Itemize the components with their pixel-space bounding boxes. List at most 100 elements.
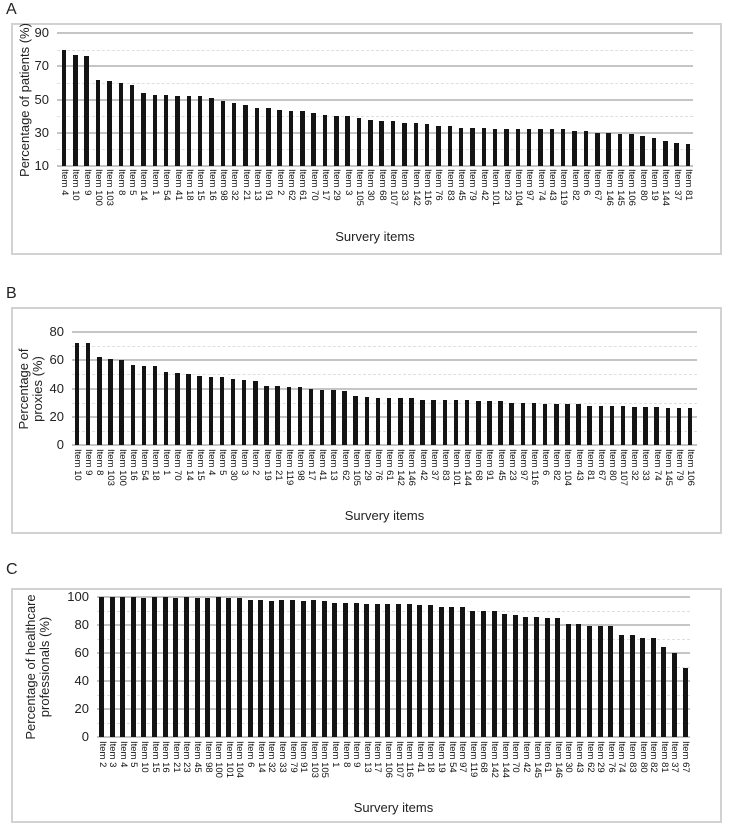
x-tick-label: Item 107	[618, 449, 630, 486]
x-tick-label: Item 32	[229, 169, 241, 201]
x-tick-label: Item 81	[683, 169, 694, 201]
x-tick-label: Item 97	[524, 169, 536, 201]
bar	[674, 142, 679, 166]
x-tick-label: Item 10	[138, 741, 150, 773]
y-tick-label: 60	[49, 352, 64, 368]
x-tick-label: Item 30	[563, 741, 575, 773]
bar	[449, 606, 455, 737]
x-tick-label: Item 32	[266, 741, 278, 773]
gridline-major	[72, 415, 697, 418]
x-tick-label: Item 42	[417, 449, 429, 481]
bar	[538, 129, 543, 166]
bar	[687, 408, 693, 445]
bar	[319, 389, 325, 445]
bar	[288, 111, 294, 166]
bar	[617, 134, 623, 166]
bar	[162, 597, 168, 737]
x-tick-label: Item 76	[605, 741, 617, 773]
bar	[447, 126, 452, 166]
x-tick-label: Item 14	[138, 169, 150, 201]
x-tick-label: Item 16	[127, 449, 139, 481]
bar	[308, 388, 314, 445]
bar	[321, 601, 327, 737]
x-tick-label: Item 54	[161, 169, 173, 201]
y-tick-label: 70	[34, 58, 49, 74]
bar	[379, 121, 384, 166]
gridline-minor	[57, 149, 693, 151]
bar	[197, 96, 203, 166]
bar	[509, 402, 514, 445]
bar	[152, 94, 157, 166]
x-tick-label: Item 74	[616, 741, 628, 773]
panel-label-b: B	[6, 285, 18, 302]
x-tick-label: Item 79	[467, 169, 479, 201]
x-tick-label: Item 42	[478, 169, 490, 201]
x-tick-label: Item 6	[580, 169, 592, 196]
gridline-major	[72, 331, 697, 333]
bar	[236, 598, 242, 737]
bar	[231, 102, 237, 166]
bar	[682, 668, 688, 737]
bar	[107, 81, 112, 166]
x-tick-label: Item 70	[510, 741, 522, 773]
x-tick-label: Item 8	[94, 449, 106, 476]
bar	[459, 606, 465, 737]
x-tick-label: Item 54	[446, 741, 458, 773]
x-tick-label: Item 68	[473, 449, 485, 481]
bar	[141, 92, 146, 166]
bar	[565, 623, 571, 737]
x-tick-label: Item 80	[637, 169, 649, 201]
x-tick-label: Item 37	[671, 169, 683, 201]
x-tick-label: Item 91	[298, 741, 310, 773]
x-tick-label: Item 21	[272, 449, 284, 481]
bar	[109, 597, 115, 737]
x-tick-label: Item 146	[552, 741, 564, 778]
x-tick-label: Item 18	[425, 741, 437, 773]
bar	[555, 618, 561, 737]
bar	[398, 398, 403, 445]
x-tick-label: Item 21	[240, 169, 252, 201]
bar	[364, 397, 369, 445]
y-tick-label: 40	[74, 673, 89, 688]
x-tick-label: Item 142	[489, 741, 500, 778]
bar	[424, 124, 430, 166]
bar	[502, 613, 508, 737]
x-tick-label: Item 105	[354, 169, 365, 206]
x-tick-label: Item 2	[96, 741, 108, 768]
x-tick-label: Item 100	[93, 169, 104, 206]
x-tick-label: Item 42	[520, 741, 532, 773]
bar	[512, 615, 518, 737]
bar	[342, 391, 347, 445]
bar	[663, 141, 668, 166]
bar	[264, 385, 269, 445]
x-tick-label: Item 101	[223, 741, 235, 778]
x-tick-label: Item 104	[234, 741, 246, 778]
x-tick-label: Item 106	[626, 169, 638, 206]
x-tick-label: Item 10	[72, 449, 83, 481]
panel-label-c: C	[6, 561, 19, 578]
x-tick-label: Item 145	[662, 449, 674, 486]
y-tick-label: 0	[81, 729, 89, 744]
x-tick-label: Item 103	[104, 169, 116, 206]
x-tick-label: Item 106	[382, 741, 394, 778]
bar	[353, 395, 358, 445]
x-tick-label: Item 5	[128, 741, 140, 768]
bar	[220, 101, 226, 166]
x-tick-label: Item 67	[595, 449, 607, 481]
y-tick-label: 60	[74, 645, 89, 660]
x-tick-label: Item 4	[205, 449, 217, 476]
bar	[453, 399, 459, 445]
x-tick-label: Item 80	[637, 741, 649, 773]
x-tick-label: Item 107	[393, 741, 405, 778]
bar	[632, 406, 637, 445]
bar	[254, 107, 260, 166]
bar	[266, 107, 271, 166]
x-tick-label: Item 144	[499, 741, 511, 778]
x-tick-label: Item 74	[535, 169, 547, 201]
bar	[609, 405, 615, 445]
x-tick-label: Item 91	[263, 169, 275, 201]
x-tick-label: Item 145	[614, 169, 626, 206]
bar	[152, 597, 157, 737]
x-tick-label: Item 33	[276, 741, 288, 773]
